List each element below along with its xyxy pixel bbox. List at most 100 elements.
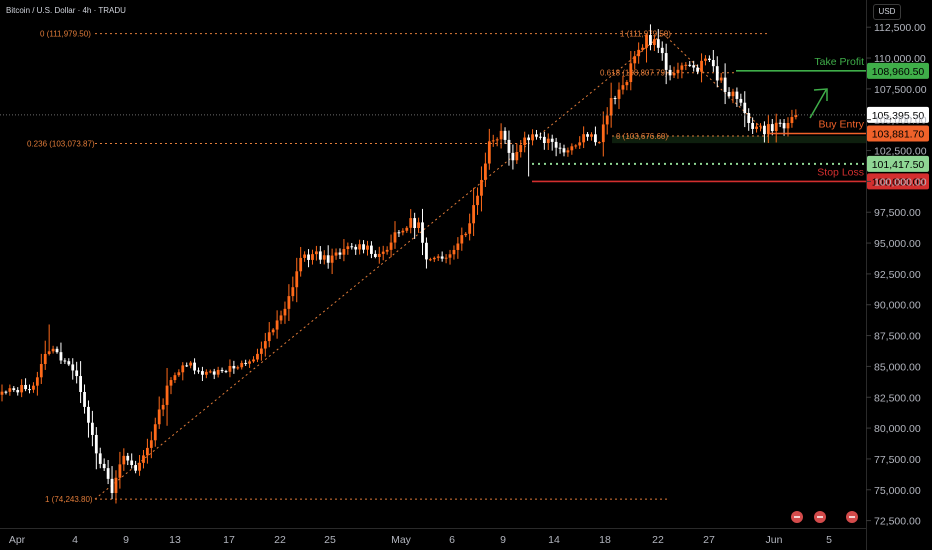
candle-body xyxy=(546,138,550,144)
fib-level-label: 1 (74,243.80) xyxy=(45,495,93,504)
price-tick-label: 87,500.00 xyxy=(874,331,921,343)
candle-body xyxy=(240,362,244,368)
candle xyxy=(315,245,318,261)
time-tick-label: 4 xyxy=(72,534,78,546)
candle-body xyxy=(311,254,314,260)
candle-body xyxy=(366,245,369,250)
level-buy-entry: Buy Entry 103,881.70 xyxy=(770,119,929,142)
candle xyxy=(165,367,169,426)
candle xyxy=(307,249,310,268)
candle xyxy=(71,358,75,380)
price-tick-label: 80,000.00 xyxy=(874,423,921,435)
candle xyxy=(613,95,617,105)
price-tick-label: 100,000.00 xyxy=(874,176,927,188)
candle-body xyxy=(373,253,377,257)
candle xyxy=(715,56,719,88)
candle xyxy=(220,367,224,373)
candle-body xyxy=(558,147,562,149)
candle xyxy=(98,447,102,469)
candle-body xyxy=(617,89,621,99)
candle xyxy=(240,360,244,370)
candle xyxy=(735,87,739,107)
add-alert-icon xyxy=(791,511,803,523)
candle xyxy=(161,398,165,417)
candle-body xyxy=(794,114,798,118)
candle-body xyxy=(715,66,719,81)
candle-body xyxy=(499,130,503,140)
candle-body xyxy=(75,370,79,377)
candle-body xyxy=(472,205,475,224)
candle-body xyxy=(645,35,648,48)
currency-label[interactable]: USD xyxy=(873,4,901,20)
candle xyxy=(460,227,464,251)
candle xyxy=(480,166,483,212)
direction-arrow-icon xyxy=(809,88,828,119)
candle xyxy=(216,366,220,378)
candle-body xyxy=(621,85,625,90)
candle xyxy=(177,369,181,377)
candle xyxy=(444,254,448,264)
level-label: Stop Loss xyxy=(817,166,864,178)
candle xyxy=(263,332,267,357)
candle xyxy=(75,361,79,384)
candle xyxy=(692,60,696,72)
candle-body xyxy=(381,251,385,254)
fibonacci-retracement[interactable]: 0 (111,979.50) 0.236 (103,073.87) 1 (74,24… xyxy=(27,30,866,504)
candle-body xyxy=(256,353,259,360)
candle-body xyxy=(318,251,322,260)
price-tick-label: 105,000.00 xyxy=(874,115,927,127)
candle-body xyxy=(456,243,460,250)
candle xyxy=(39,353,43,384)
candle-body xyxy=(393,232,397,243)
candle-body xyxy=(401,230,405,233)
candle xyxy=(464,232,468,238)
candle-body xyxy=(649,35,652,46)
candle xyxy=(370,241,373,259)
candle-body xyxy=(189,362,193,366)
candle-body xyxy=(731,91,735,97)
candle xyxy=(275,310,279,339)
candle-body xyxy=(483,163,487,180)
candle xyxy=(0,384,4,402)
candle xyxy=(20,379,24,398)
candle-body xyxy=(299,257,303,272)
candle xyxy=(362,240,365,254)
candle-body xyxy=(735,91,739,99)
trade-levels[interactable]: 105,395.50 Take Profit 108,960.50 Buy Entry… xyxy=(0,56,929,190)
candle-body xyxy=(228,365,232,372)
chart-decorations xyxy=(791,88,858,523)
candle xyxy=(169,377,173,395)
time-tick-label: 5 xyxy=(826,534,832,546)
candle xyxy=(346,242,350,255)
candle xyxy=(747,108,751,131)
candle-body xyxy=(43,353,47,365)
candle-body xyxy=(244,362,248,364)
price-tick-label: 82,500.00 xyxy=(874,392,921,404)
candle xyxy=(397,229,401,238)
candle xyxy=(523,131,527,153)
candle xyxy=(527,134,531,177)
candle xyxy=(110,466,114,500)
candle-body xyxy=(47,351,51,354)
candle-body xyxy=(330,255,334,263)
symbol-title: Bitcoin / U.S. Dollar · 4h · TRADU xyxy=(6,6,126,15)
candle-body xyxy=(161,404,165,410)
candle xyxy=(157,396,161,429)
candle xyxy=(645,33,648,63)
candle-body xyxy=(110,478,114,494)
candle xyxy=(766,114,770,143)
candle-body xyxy=(405,227,409,231)
level-badge-value: 101,417.50 xyxy=(872,159,925,171)
candle-body xyxy=(633,56,637,64)
candle xyxy=(146,438,149,464)
candle xyxy=(487,128,491,170)
candle-body xyxy=(377,253,381,257)
candle xyxy=(173,372,177,384)
candle-body xyxy=(680,65,684,70)
candle xyxy=(739,93,743,107)
candle-body xyxy=(307,254,310,260)
candle-body xyxy=(67,361,71,365)
candle-body xyxy=(503,130,507,140)
